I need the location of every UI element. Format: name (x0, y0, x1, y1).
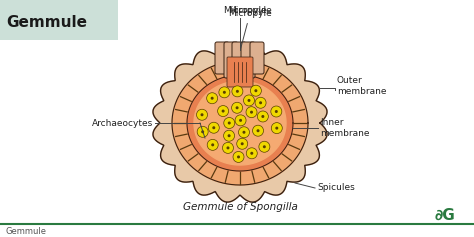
Circle shape (224, 130, 235, 141)
Circle shape (197, 109, 208, 120)
Text: Inner
membrane: Inner membrane (320, 118, 370, 138)
FancyBboxPatch shape (227, 57, 253, 87)
FancyBboxPatch shape (224, 42, 238, 78)
Circle shape (246, 107, 257, 118)
Text: Micropyle: Micropyle (228, 9, 272, 48)
Polygon shape (194, 81, 286, 165)
Circle shape (227, 146, 229, 149)
Circle shape (246, 148, 257, 159)
Polygon shape (187, 75, 293, 171)
Circle shape (208, 122, 219, 133)
Polygon shape (172, 61, 308, 185)
Text: ∂G: ∂G (435, 208, 456, 223)
Circle shape (243, 131, 246, 134)
Circle shape (210, 97, 214, 100)
Circle shape (228, 134, 230, 137)
Text: Archaeocytes: Archaeocytes (92, 118, 153, 128)
FancyBboxPatch shape (215, 42, 229, 74)
FancyBboxPatch shape (250, 42, 264, 74)
Circle shape (201, 113, 203, 116)
Text: Gemmule of Spongilla: Gemmule of Spongilla (182, 202, 298, 212)
Circle shape (207, 139, 218, 150)
Circle shape (239, 119, 242, 122)
Circle shape (255, 89, 257, 92)
Circle shape (250, 85, 261, 96)
Circle shape (223, 91, 226, 94)
Circle shape (232, 102, 243, 113)
Circle shape (247, 99, 250, 102)
Circle shape (222, 109, 225, 113)
Circle shape (275, 110, 278, 113)
Text: Gemmule: Gemmule (6, 14, 87, 29)
Circle shape (237, 155, 240, 159)
Circle shape (275, 127, 278, 130)
Text: Gemmule: Gemmule (6, 227, 47, 236)
Text: Micropyle: Micropyle (228, 6, 272, 15)
Circle shape (244, 95, 255, 106)
Circle shape (259, 141, 270, 152)
Circle shape (250, 152, 253, 155)
Circle shape (233, 151, 244, 162)
Circle shape (241, 142, 244, 145)
Circle shape (218, 105, 228, 117)
Circle shape (201, 130, 204, 133)
Text: Spicules: Spicules (317, 183, 355, 192)
Circle shape (250, 111, 253, 114)
Circle shape (238, 127, 249, 138)
Circle shape (236, 90, 239, 93)
Circle shape (224, 118, 235, 128)
Circle shape (222, 142, 234, 153)
Text: Outer
membrane: Outer membrane (337, 76, 386, 96)
Circle shape (211, 143, 214, 146)
Circle shape (271, 106, 282, 117)
Circle shape (259, 101, 262, 104)
Circle shape (257, 111, 268, 122)
Circle shape (212, 126, 215, 129)
Circle shape (236, 106, 238, 109)
Circle shape (235, 115, 246, 126)
Circle shape (228, 122, 231, 124)
Circle shape (219, 87, 230, 98)
Circle shape (237, 138, 248, 149)
Circle shape (263, 145, 266, 148)
FancyBboxPatch shape (241, 42, 255, 78)
Circle shape (207, 93, 218, 104)
Circle shape (261, 115, 264, 118)
Polygon shape (153, 44, 327, 202)
FancyBboxPatch shape (0, 0, 118, 40)
Circle shape (197, 126, 208, 137)
Circle shape (253, 125, 264, 136)
Circle shape (256, 129, 260, 132)
Circle shape (255, 97, 266, 108)
Circle shape (271, 123, 283, 134)
Circle shape (232, 86, 243, 97)
FancyBboxPatch shape (232, 42, 246, 80)
Text: Micropyle: Micropyle (223, 6, 267, 15)
